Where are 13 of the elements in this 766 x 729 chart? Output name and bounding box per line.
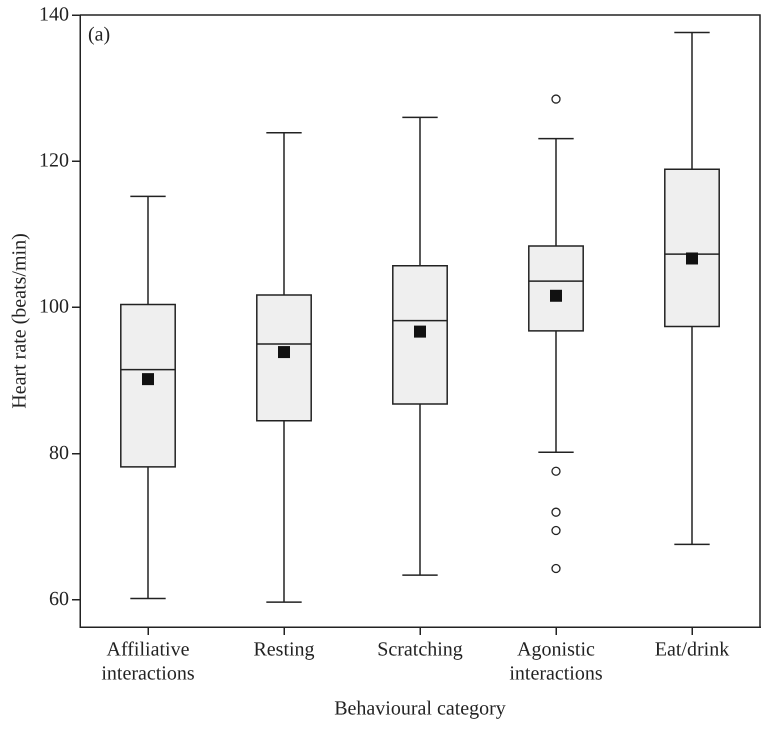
y-tick-label: 100 [39,296,69,318]
y-tick-label: 140 [39,3,69,26]
x-tick-label: Scratching [377,638,463,660]
y-tick-label: 120 [39,149,69,172]
annotation: (a) [88,23,110,46]
y-tick-label: 80 [49,442,69,464]
y-tick-label: 60 [49,588,69,610]
x-tick-label: Affiliative interactions [101,638,195,684]
y-axis-title: Heart rate (beats/min) [8,233,30,409]
x-tick-label: Resting [253,638,315,660]
x-tick-label: Agonistic interactions [509,638,603,684]
x-tick-label: Eat/drink [654,638,730,660]
x-axis-title: Behavioural category [334,697,506,720]
